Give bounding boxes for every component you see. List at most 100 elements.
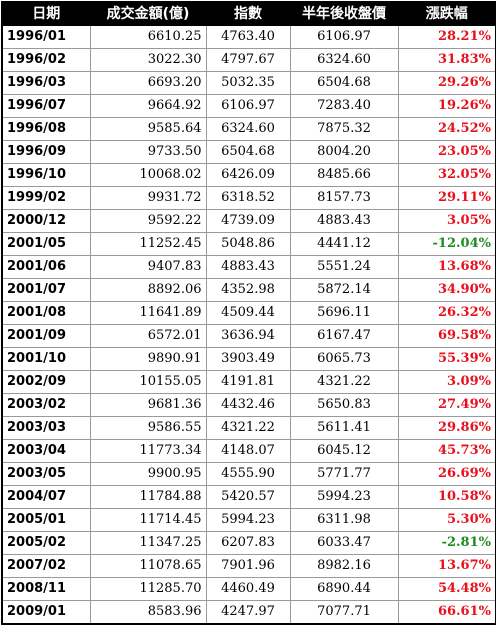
- header-row: 日期 成交金額(億) 指數 半年後收盤價 漲跌幅: [1, 1, 496, 26]
- header-amount: 成交金額(億): [89, 1, 207, 26]
- table-row: 1996/01 6610.25 4763.40 6106.97 28.21%: [1, 25, 496, 49]
- table-row: 2001/07 8892.06 4352.98 5872.14 34.90%: [1, 278, 496, 302]
- cell-index: 4148.07: [205, 439, 291, 463]
- cell-amount: 11773.34: [89, 439, 207, 463]
- cell-half-year-close: 7875.32: [289, 117, 399, 141]
- cell-amount: 11784.88: [89, 485, 207, 509]
- cell-change: 29.86%: [397, 416, 496, 440]
- cell-half-year-close: 5872.14: [289, 278, 399, 302]
- cell-change: 5.30%: [397, 508, 496, 532]
- cell-date: 2001/07: [1, 278, 91, 302]
- cell-index: 3903.49: [205, 347, 291, 371]
- table-row: 1996/08 9585.64 6324.60 7875.32 24.52%: [1, 117, 496, 141]
- cell-amount: 9664.92: [89, 94, 207, 118]
- cell-date: 2002/09: [1, 370, 91, 394]
- cell-change: 32.05%: [397, 163, 496, 187]
- cell-change: 13.68%: [397, 255, 496, 279]
- cell-index: 4883.43: [205, 255, 291, 279]
- table-row: 2001/06 9407.83 4883.43 5551.24 13.68%: [1, 255, 496, 279]
- cell-amount: 11078.65: [89, 554, 207, 578]
- cell-amount: 10155.05: [89, 370, 207, 394]
- table-row: 2001/09 6572.01 3636.94 6167.47 69.58%: [1, 324, 496, 348]
- cell-change: -12.04%: [397, 232, 496, 256]
- cell-index: 5994.23: [205, 508, 291, 532]
- cell-index: 4460.49: [205, 577, 291, 601]
- cell-half-year-close: 5551.24: [289, 255, 399, 279]
- cell-change: 26.69%: [397, 462, 496, 486]
- cell-half-year-close: 7283.40: [289, 94, 399, 118]
- table-row: 2002/09 10155.05 4191.81 4321.22 3.09%: [1, 370, 496, 394]
- cell-index: 6318.52: [205, 186, 291, 210]
- cell-half-year-close: 6045.12: [289, 439, 399, 463]
- cell-half-year-close: 7077.71: [289, 600, 399, 625]
- cell-date: 2000/12: [1, 209, 91, 233]
- cell-change: 24.52%: [397, 117, 496, 141]
- cell-amount: 9585.64: [89, 117, 207, 141]
- cell-amount: 9890.91: [89, 347, 207, 371]
- cell-date: 2001/08: [1, 301, 91, 325]
- table-row: 2003/05 9900.95 4555.90 5771.77 26.69%: [1, 462, 496, 486]
- cell-amount: 9407.83: [89, 255, 207, 279]
- cell-half-year-close: 5696.11: [289, 301, 399, 325]
- cell-amount: 9592.22: [89, 209, 207, 233]
- cell-date: 2003/04: [1, 439, 91, 463]
- cell-change: 29.26%: [397, 71, 496, 95]
- cell-change: 31.83%: [397, 48, 496, 72]
- cell-half-year-close: 6890.44: [289, 577, 399, 601]
- cell-change: 13.67%: [397, 554, 496, 578]
- cell-date: 1996/08: [1, 117, 91, 141]
- cell-index: 4555.90: [205, 462, 291, 486]
- header-half-year-close: 半年後收盤價: [289, 1, 399, 26]
- cell-index: 4321.22: [205, 416, 291, 440]
- cell-index: 6207.83: [205, 531, 291, 555]
- cell-half-year-close: 6311.98: [289, 508, 399, 532]
- cell-change: 45.73%: [397, 439, 496, 463]
- cell-index: 4763.40: [205, 25, 291, 49]
- cell-half-year-close: 5771.77: [289, 462, 399, 486]
- cell-half-year-close: 8982.16: [289, 554, 399, 578]
- table-row: 2001/08 11641.89 4509.44 5696.11 26.32%: [1, 301, 496, 325]
- cell-index: 7901.96: [205, 554, 291, 578]
- cell-change: 10.58%: [397, 485, 496, 509]
- table-row: 2007/02 11078.65 7901.96 8982.16 13.67%: [1, 554, 496, 578]
- table-body: 1996/01 6610.25 4763.40 6106.97 28.21% 1996/0…: [1, 25, 496, 625]
- cell-index: 4739.09: [205, 209, 291, 233]
- cell-amount: 3022.30: [89, 48, 207, 72]
- table-row: 1996/10 10068.02 6426.09 8485.66 32.05%: [1, 163, 496, 187]
- cell-date: 1996/02: [1, 48, 91, 72]
- cell-amount: 9586.55: [89, 416, 207, 440]
- cell-amount: 11347.25: [89, 531, 207, 555]
- cell-index: 4247.97: [205, 600, 291, 625]
- cell-date: 1996/09: [1, 140, 91, 164]
- cell-half-year-close: 6065.73: [289, 347, 399, 371]
- cell-amount: 9931.72: [89, 186, 207, 210]
- table-row: 2001/05 11252.45 5048.86 4441.12 -12.04%: [1, 232, 496, 256]
- cell-amount: 11285.70: [89, 577, 207, 601]
- table-row: 1999/02 9931.72 6318.52 8157.73 29.11%: [1, 186, 496, 210]
- cell-index: 5048.86: [205, 232, 291, 256]
- table-row: 2000/12 9592.22 4739.09 4883.43 3.05%: [1, 209, 496, 233]
- cell-change: 3.09%: [397, 370, 496, 394]
- cell-change: 19.26%: [397, 94, 496, 118]
- cell-change: 54.48%: [397, 577, 496, 601]
- cell-amount: 8583.96: [89, 600, 207, 625]
- cell-date: 2001/06: [1, 255, 91, 279]
- cell-date: 2001/05: [1, 232, 91, 256]
- cell-amount: 8892.06: [89, 278, 207, 302]
- cell-change: -2.81%: [397, 531, 496, 555]
- cell-date: 1996/03: [1, 71, 91, 95]
- cell-half-year-close: 6106.97: [289, 25, 399, 49]
- cell-amount: 11252.45: [89, 232, 207, 256]
- table-row: 2005/02 11347.25 6207.83 6033.47 -2.81%: [1, 531, 496, 555]
- cell-change: 23.05%: [397, 140, 496, 164]
- cell-amount: 10068.02: [89, 163, 207, 187]
- cell-index: 3636.94: [205, 324, 291, 348]
- header-change: 漲跌幅: [397, 1, 496, 26]
- cell-change: 66.61%: [397, 600, 496, 625]
- cell-date: 2003/02: [1, 393, 91, 417]
- cell-amount: 6572.01: [89, 324, 207, 348]
- cell-half-year-close: 5994.23: [289, 485, 399, 509]
- cell-amount: 11641.89: [89, 301, 207, 325]
